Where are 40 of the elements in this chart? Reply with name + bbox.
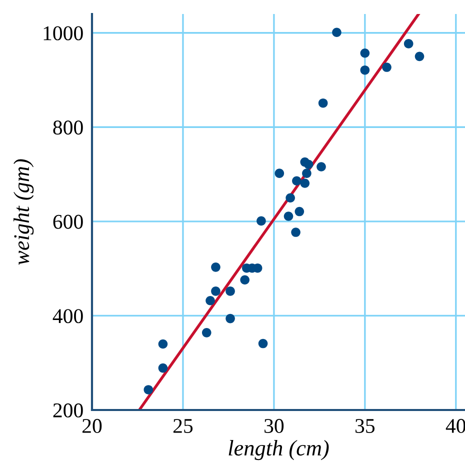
point (414, 52, 424, 62)
point (258, 338, 268, 348)
point (316, 162, 326, 172)
y-tick-label: 800 (53, 120, 83, 135)
x-tick-label: 30 (264, 418, 284, 433)
x-tick-label: 20 (82, 418, 102, 433)
x-axis-title: length (cm) (228, 440, 329, 460)
y-tick-label: 200 (53, 403, 83, 418)
point (211, 262, 220, 272)
point (360, 48, 370, 58)
point (292, 176, 302, 186)
point (274, 168, 284, 178)
x-tick-label: 35 (356, 418, 375, 433)
point (144, 385, 154, 394)
point (332, 28, 342, 38)
y-tick-label: 400 (52, 309, 83, 324)
point (256, 216, 266, 226)
point (294, 206, 304, 216)
point (206, 296, 215, 306)
point (226, 314, 235, 324)
point (304, 160, 314, 170)
point (286, 193, 295, 203)
y-tick-label: 600 (53, 214, 83, 229)
y-tick-label: 1000 (44, 26, 83, 40)
point (240, 275, 250, 285)
point (158, 339, 168, 349)
point (202, 328, 212, 338)
point (318, 98, 328, 108)
y-axis-title: weight (gm) (14, 159, 34, 265)
point (302, 168, 312, 178)
point (291, 228, 300, 237)
point (382, 62, 392, 72)
point (211, 286, 220, 296)
x-tick-label: 25 (173, 418, 193, 433)
point (404, 39, 414, 48)
point (226, 286, 235, 296)
point (360, 65, 370, 75)
point (300, 178, 310, 188)
point (284, 212, 294, 221)
point (158, 363, 168, 373)
